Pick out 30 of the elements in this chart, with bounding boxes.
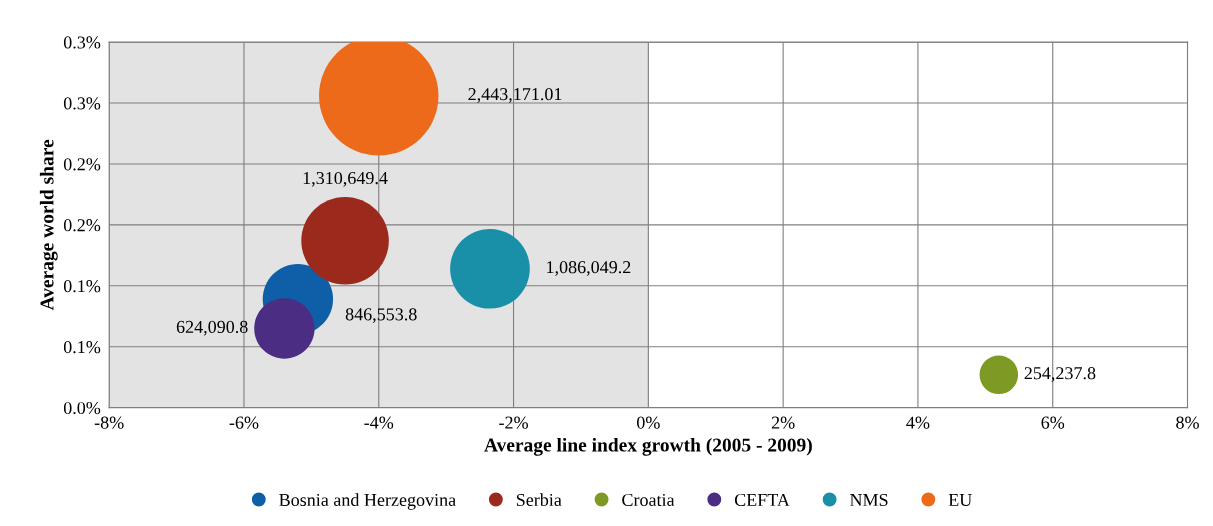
data-label: 1,310,649.4: [303, 171, 388, 187]
legend-label: EU: [948, 494, 972, 507]
data-label: 846,553.8: [345, 308, 417, 323]
y-tick-label: 0.3%: [63, 36, 101, 49]
y-tick-label: 0.3%: [63, 97, 101, 110]
legend-label: CEFTA: [734, 493, 790, 507]
legend-label: NMS: [850, 493, 888, 507]
y-tick-label: 0.1%: [63, 280, 101, 293]
x-tick-label: -2%: [499, 416, 528, 429]
y-tick-label: 0.2%: [63, 158, 101, 171]
x-tick-label: 0%: [637, 416, 660, 429]
x-tick-label: -8%: [94, 416, 124, 429]
y-axis-title: Average world share: [39, 139, 58, 311]
data-label: 624,090.8: [176, 320, 248, 336]
y-tick-label: 0.1%: [63, 340, 101, 354]
legend-label: Bosnia and Herzegovina: [279, 493, 456, 510]
data-label: 254,237.8: [1024, 367, 1096, 382]
legend-label: Serbia: [516, 493, 562, 507]
y-tick-label: 0.2%: [63, 219, 101, 232]
x-tick-label: -6%: [229, 416, 259, 429]
x-tick-label: 4%: [906, 416, 930, 429]
legend-label: Croatia: [622, 493, 675, 507]
x-tick-label: 6%: [1041, 416, 1065, 429]
x-tick-label: -4%: [364, 416, 394, 429]
x-tick-label: 8%: [1176, 416, 1199, 429]
x-tick-label: 2%: [771, 416, 795, 429]
x-axis-title: Average line index growth (2005 - 2009): [484, 437, 812, 456]
y-tick-label: 0.0%: [63, 401, 101, 415]
data-label: 2,443,171.01: [468, 88, 562, 103]
data-label: 1,086,049.2: [547, 261, 631, 276]
